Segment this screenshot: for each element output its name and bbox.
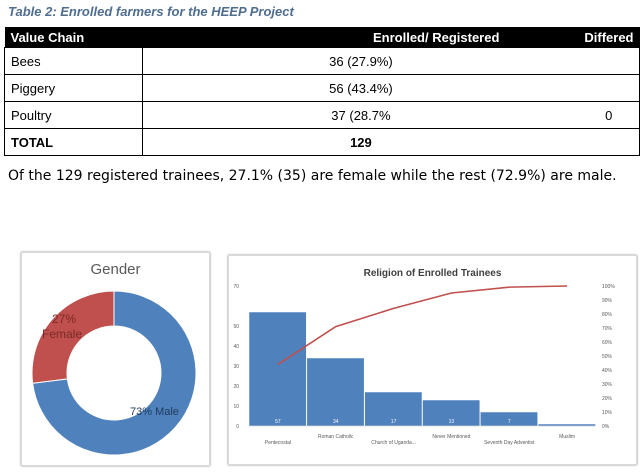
y-tick-label: 50 — [233, 324, 239, 330]
y2-tick-label: 70% — [602, 326, 613, 332]
total-value: 129 — [142, 128, 579, 156]
y-tick-label: 0 — [236, 424, 239, 430]
header-enrolled: Enrolled/ Registered — [142, 27, 579, 48]
bar-value-label: 34 — [333, 419, 339, 425]
y2-tick-label: 40% — [602, 368, 613, 374]
female-label: Female — [42, 327, 82, 341]
y2-tick-label: 20% — [602, 396, 613, 402]
y2-tick-label: 100% — [602, 284, 615, 290]
x-tick-label: Seventh Day Adventist — [484, 440, 535, 446]
y2-tick-label: 90% — [602, 298, 613, 304]
cell-enrolled: 36 (27.9%) — [142, 47, 579, 75]
cell-differed — [578, 74, 641, 102]
cumulative-line — [277, 285, 568, 366]
header-differed: Differed — [578, 27, 640, 48]
cell-differed — [578, 47, 641, 75]
cell-enrolled: 37 (28.7% — [142, 101, 579, 129]
table-row: Piggery 56 (43.4%) — [3, 74, 641, 102]
bar-pentecostal — [248, 311, 307, 427]
y-tick-label: 40 — [233, 344, 239, 350]
cell-chain: Piggery — [3, 74, 144, 102]
y2-tick-label: 30% — [602, 382, 613, 388]
religion-chart-title: Religion of Enrolled Trainees — [363, 268, 502, 279]
cell-chain: Poultry — [3, 101, 144, 129]
table-row: Bees 36 (27.9%) — [3, 47, 641, 75]
total-differed — [578, 128, 641, 156]
donut-slice-male — [32, 290, 197, 456]
bar-value-label: 17 — [391, 419, 397, 425]
bar-value-label: 1 — [566, 419, 569, 425]
bar-value-label: 13 — [449, 419, 455, 425]
gender-note: Of the 129 registered trainees, 27.1% (3… — [8, 168, 617, 184]
religion-chart-panel: Religion of Enrolled Trainees 0 10 20 30 40 5… — [228, 255, 637, 465]
x-tick-label: Pentecostal — [265, 440, 291, 446]
y2-tick-label: 80% — [602, 312, 613, 318]
table-header-row: Value Chain Enrolled/ Registered Differe… — [4, 27, 640, 48]
x-tick-label: Roman Catholic — [318, 434, 354, 440]
gender-donut-chart: 27%Female 73% Male — [31, 290, 197, 456]
cell-enrolled: 56 (43.4%) — [142, 74, 579, 102]
donut-slice-female — [31, 290, 115, 384]
y-tick-label: 30 — [233, 364, 239, 370]
female-percent-label: 27% — [52, 312, 76, 326]
x-tick-label: Church of Uganda... — [371, 440, 416, 446]
y-tick-label: 20 — [233, 384, 239, 390]
y2-tick-label: 0% — [602, 424, 610, 430]
table-caption: Table 2: Enrolled farmers for the HEEP P… — [8, 4, 294, 19]
bar-never-mentioned — [422, 399, 481, 427]
cell-chain: Bees — [3, 47, 144, 75]
y2-tick-label: 10% — [602, 410, 613, 416]
x-tick-label: Never Mentioned — [432, 434, 470, 440]
religion-pareto-chart: 0 10 20 30 40 50 70 0% 10% 20% 30% 40% 50% 60% 70% 80% 9… — [233, 284, 615, 446]
y-tick-label: 10 — [233, 404, 239, 410]
table-total-row: TOTAL 129 — [3, 128, 641, 156]
enrolled-farmers-table: Value Chain Enrolled/ Registered Differe… — [3, 27, 641, 156]
male-label: 73% Male — [130, 406, 179, 418]
total-label: TOTAL — [3, 128, 144, 156]
y2-tick-label: 60% — [602, 340, 613, 346]
table-row: Poultry 37 (28.7% 0 — [3, 101, 641, 129]
y2-tick-label: 50% — [602, 354, 613, 360]
y-tick-label: 70 — [233, 284, 239, 290]
bar-roman-catholic — [306, 357, 365, 427]
bar-value-label: 7 — [508, 419, 511, 425]
bar-value-label: 57 — [275, 419, 281, 425]
gender-chart-panel: Gender 27% Female 73% Male — [21, 252, 210, 466]
gender-chart-title: Gender — [90, 261, 141, 278]
cell-differed: 0 — [578, 101, 641, 129]
header-value-chain: Value Chain — [4, 27, 143, 48]
x-tick-label: Muslim — [559, 434, 575, 440]
